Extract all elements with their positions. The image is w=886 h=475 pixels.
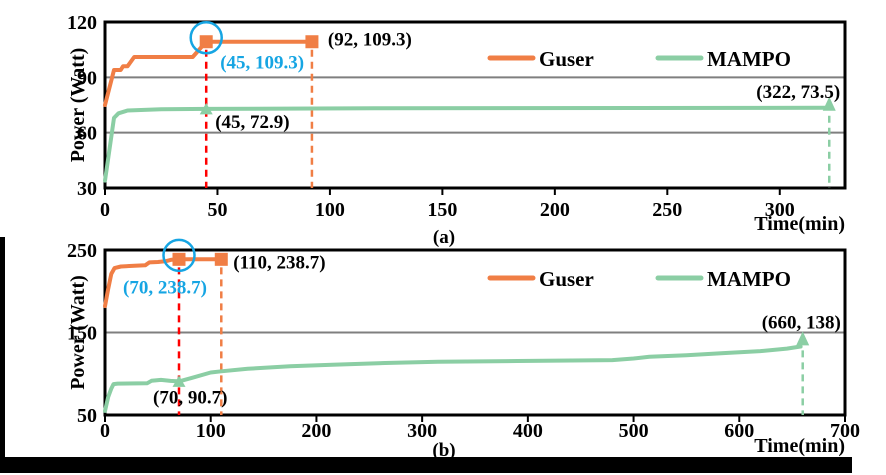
legend-label-mampo: MAMPO: [707, 47, 791, 71]
x-tick-label: 150: [427, 199, 457, 221]
y-tick-label: 120: [67, 12, 97, 34]
subplot-caption-b: (b): [432, 440, 455, 461]
x-tick-label: 0: [100, 199, 110, 221]
legend-label-mampo: MAMPO: [707, 267, 791, 291]
data-point-annotation: (45, 109.3): [220, 53, 304, 74]
data-point-annotation: (70, 90.7): [153, 387, 227, 408]
y-tick-label: 250: [67, 240, 97, 262]
x-tick-label: 500: [619, 420, 649, 442]
y-tick-label: 90: [77, 67, 97, 89]
bottom-black-bar: [0, 457, 852, 473]
x-axis-title: Time(min): [754, 213, 845, 235]
series-line-mampo: [103, 344, 803, 413]
x-tick-label: 100: [315, 199, 345, 221]
square-marker: [214, 252, 228, 266]
square-marker: [172, 252, 186, 266]
triangle-marker: [199, 102, 213, 115]
legend-label-guser: Guser: [539, 267, 594, 291]
x-tick-label: 50: [207, 199, 227, 221]
chart-a: 0 50 100 150 200 250 300 30 60 90 120 Time(min) Powe…: [67, 12, 847, 248]
data-point-annotation: (70, 238.7): [123, 277, 207, 298]
plot-frame: [103, 248, 847, 417]
data-point-annotation: (45, 72.9): [215, 112, 289, 133]
x-tick-label: 200: [301, 420, 331, 442]
data-point-annotation: (660, 138): [762, 312, 841, 333]
y-axis-title: Power (Watt): [67, 48, 89, 163]
left-black-strip: [0, 237, 5, 473]
arrowhead-up-icon: [796, 331, 810, 346]
arrowhead-up-icon: [822, 96, 836, 111]
x-tick-label: 0: [100, 420, 110, 442]
data-point-annotation: (110, 238.7): [233, 252, 325, 273]
subplot-caption-a: (a): [433, 227, 455, 248]
x-tick-label: 700: [830, 420, 860, 442]
square-marker: [199, 35, 213, 49]
chart-b: 0 100 200 300 400 500 600 700 50 150 250 Time(min) P…: [67, 238, 860, 461]
series-line-guser: [103, 257, 224, 309]
x-tick-label: 300: [407, 420, 437, 442]
y-tick-label: 50: [77, 405, 97, 427]
series-line-mampo: [103, 105, 829, 183]
y-tick-label: 30: [77, 178, 97, 200]
x-tick-label: 400: [513, 420, 543, 442]
data-point-annotation: (322, 73.5): [756, 82, 840, 103]
y-tick-label: 60: [77, 123, 97, 145]
legend-label-guser: Guser: [539, 47, 594, 71]
x-tick-label: 100: [196, 420, 226, 442]
y-tick-label: 150: [67, 323, 97, 345]
x-axis-title: Time(min): [754, 435, 845, 457]
x-tick-label: 200: [540, 199, 570, 221]
triangle-marker: [172, 375, 186, 387]
highlight-circle: [162, 238, 196, 273]
square-marker: [305, 35, 319, 49]
y-axis-title: Power (Watt): [67, 275, 89, 390]
x-tick-label: 250: [652, 199, 682, 221]
x-tick-label: 300: [765, 199, 795, 221]
data-point-annotation: (92, 109.3): [328, 30, 412, 51]
x-tick-label: 600: [724, 420, 754, 442]
highlight-circle: [189, 20, 223, 55]
